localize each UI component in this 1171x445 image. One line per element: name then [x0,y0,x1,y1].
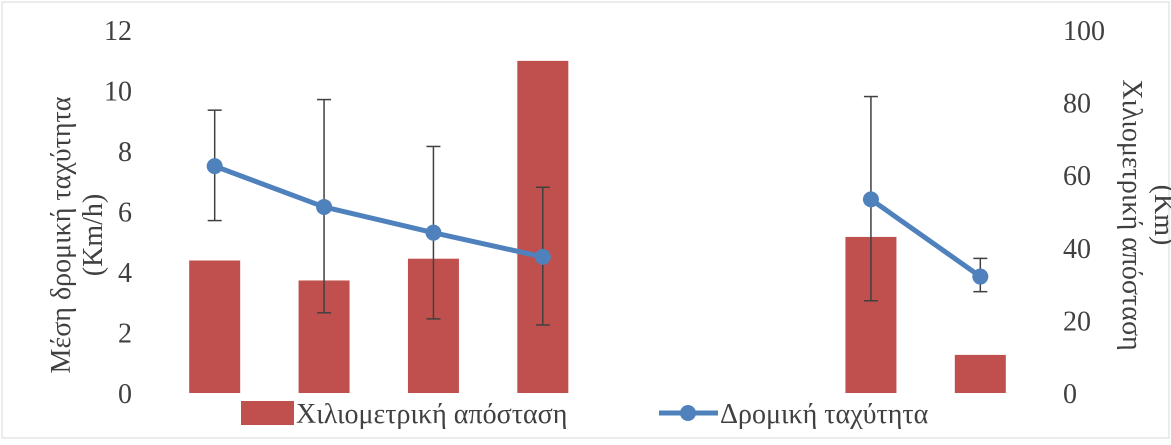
left-tick-label: 6 [118,198,132,229]
left-tick-label: 12 [104,16,132,47]
line-point [534,248,551,265]
left-tick-label: 2 [118,319,132,350]
legend-line-label: Δρομική ταχύτητα [720,399,929,430]
right-tick-label: 60 [1063,161,1091,192]
bar [189,260,241,393]
left-axis-title-line2: (Km/h) [78,194,109,276]
left-axis-ticks: 0 2 4 6 8 10 12 [104,16,132,410]
right-tick-label: 20 [1063,306,1091,337]
right-axis-ticks: 0 20 40 60 80 100 [1063,16,1105,410]
right-tick-label: 40 [1063,234,1091,265]
series-line [869,197,982,279]
right-axis-title-line1: Χιλιομετρική απόσταση [1116,79,1147,350]
line-point [206,158,223,175]
left-tick-label: 0 [118,379,132,410]
bar [954,354,1006,393]
left-tick-label: 10 [104,77,132,108]
legend-bar-label: Χιλιομετρική απόσταση [296,399,567,430]
right-tick-label: 100 [1063,16,1105,47]
left-tick-label: 4 [118,258,132,289]
legend-bar-swatch [241,401,294,425]
right-tick-label: 80 [1063,89,1091,120]
line-point [316,198,333,215]
right-tick-label: 0 [1063,379,1077,410]
line-point [972,268,989,285]
right-axis-title-line2: (Km) [1148,185,1171,246]
left-axis-title-line1: Μέση δρομική ταχύτητα [46,96,77,373]
legend-line-marker [680,405,696,421]
series-line [213,163,544,260]
left-tick-label: 8 [118,137,132,168]
legend: Χιλιομετρική απόσταση Δρομική ταχύτητα [241,399,929,430]
line-point [862,191,879,208]
line-point [425,224,442,241]
line-layer [206,158,989,285]
